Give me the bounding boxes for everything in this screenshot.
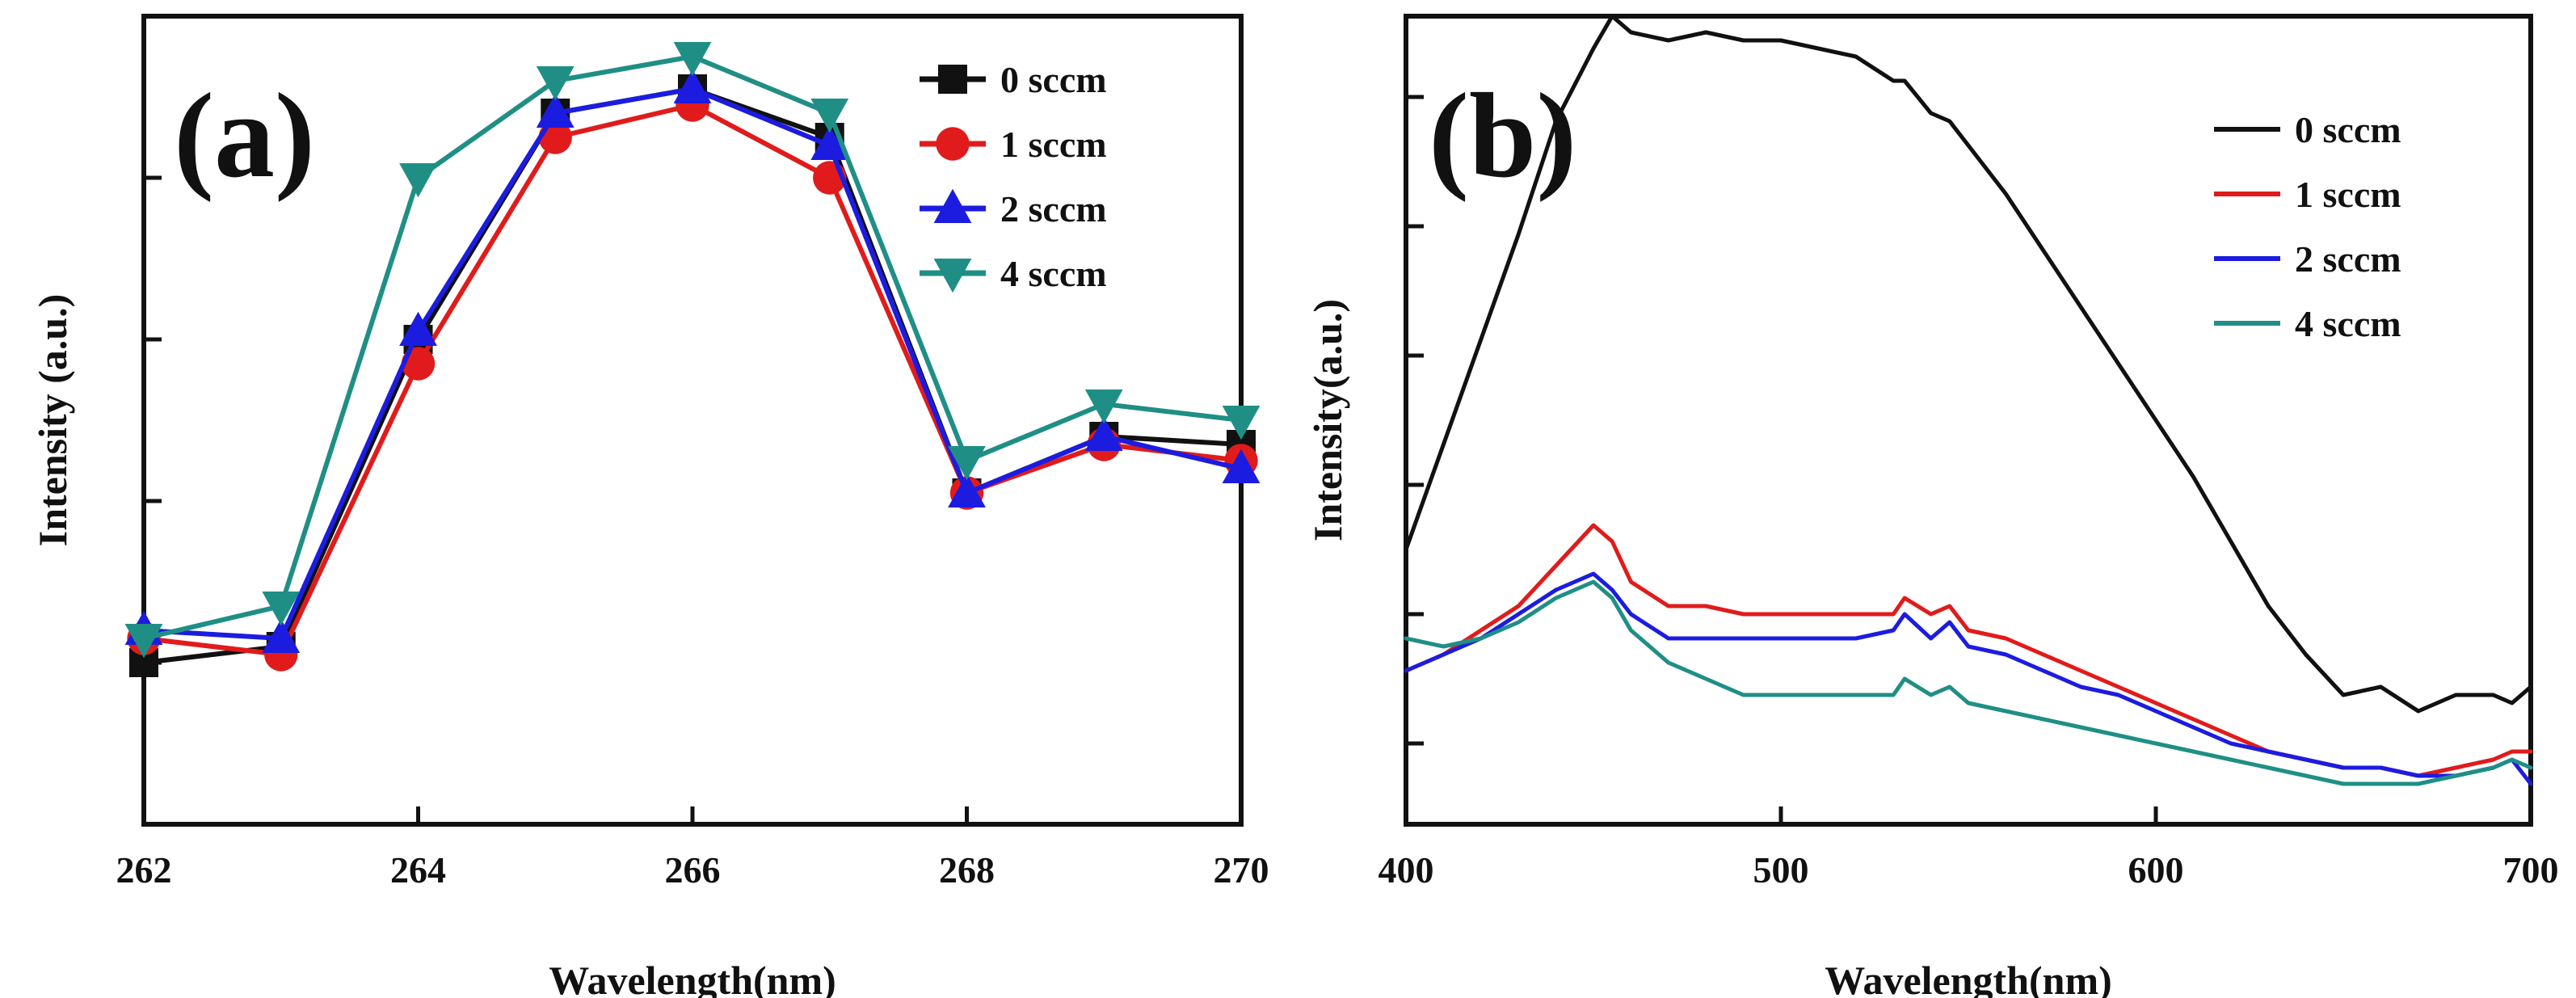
panel-b-series-line-0-sccm bbox=[1404, 14, 2533, 714]
panel-a-legend-label-0-sccm: 0 sccm bbox=[1000, 59, 1107, 100]
panel-b-y-ticks bbox=[1406, 95, 1424, 746]
panel-a-point-2-sccm-263 bbox=[262, 618, 301, 653]
panel-a-point-2-sccm-268 bbox=[948, 473, 986, 507]
panel-a-point-4-sccm-264 bbox=[399, 163, 437, 198]
panel-a-point-4-sccm-265 bbox=[536, 66, 575, 101]
panel-b-series-line-1-sccm bbox=[1404, 523, 2533, 778]
panel-a-point-2-sccm-269 bbox=[1084, 416, 1123, 451]
panel-a-point-4-sccm-262 bbox=[124, 624, 163, 659]
panel-a-point-4-sccm-266 bbox=[673, 42, 712, 77]
panel-a-point-4-sccm-269 bbox=[1084, 390, 1123, 424]
panel-b-series bbox=[1404, 14, 2533, 786]
panel-a-x-tick-label-3: 268 bbox=[939, 849, 995, 891]
panel-a-point-4-sccm-263 bbox=[262, 592, 301, 626]
panel-a-point-2-sccm-267 bbox=[810, 125, 849, 160]
panel-a-series bbox=[124, 42, 1261, 677]
panel-a-legend: 0 sccm 1 sccm 2 sccm 4 sccm bbox=[920, 59, 1107, 294]
panel-b-x-tick-label-1: 500 bbox=[1753, 849, 1809, 891]
panel-b-x-axis-title: Wavelength(nm) bbox=[1825, 958, 2112, 998]
panel-a-legend-label-1-sccm: 1 sccm bbox=[1000, 124, 1107, 165]
panel-a-legend-marker-1-sccm bbox=[936, 127, 970, 161]
panel-b-x-tick-label-3: 700 bbox=[2503, 849, 2559, 891]
panel-a-y-ticks bbox=[144, 175, 162, 665]
panel-b-label: (b) bbox=[1429, 69, 1576, 203]
panel-a-point-2-sccm-266 bbox=[673, 69, 712, 103]
panel-a-x-axis-title: Wavelength(nm) bbox=[549, 958, 836, 998]
panel-a-x-tick-label-0: 262 bbox=[116, 849, 172, 891]
panel-a-point-2-sccm-270 bbox=[1222, 448, 1261, 483]
panel-a-point-4-sccm-267 bbox=[810, 99, 849, 133]
panel-a-point-4-sccm-268 bbox=[948, 446, 986, 481]
panel-a-label: (a) bbox=[174, 69, 315, 203]
panel-b-legend-label-2-sccm: 2 sccm bbox=[2295, 238, 2401, 280]
panel-b-legend-label-0-sccm: 0 sccm bbox=[2295, 109, 2401, 150]
panel-b-legend: 0 sccm 1 sccm 2 sccm 4 sccm bbox=[2214, 109, 2401, 344]
panel-a-legend-marker-2-sccm bbox=[933, 188, 972, 223]
panel-b-x-tick-label-0: 400 bbox=[1378, 849, 1434, 891]
panel-b-series-line-4-sccm bbox=[1404, 579, 2533, 786]
panel-a-point-2-sccm-264 bbox=[399, 311, 437, 346]
panel-b-plot-frame bbox=[1404, 14, 2533, 827]
panel-b-x-tick-label-2: 600 bbox=[2128, 849, 2184, 891]
panel-b: 400 500 600 700 (b) Wavelength(nm) Intensit… bbox=[1305, 14, 2559, 998]
panel-a-legend-label-4-sccm: 4 sccm bbox=[1000, 253, 1107, 294]
panel-a-y-axis-title: Intensity (a.u.) bbox=[30, 294, 75, 547]
panel-a-legend-marker-4-sccm bbox=[933, 259, 972, 293]
panel-a-x-tick-label-4: 270 bbox=[1214, 849, 1269, 891]
panel-a-legend-label-2-sccm: 2 sccm bbox=[1000, 188, 1107, 229]
panel-b-x-ticks: 400 500 600 700 bbox=[1378, 806, 2559, 891]
panel-b-series-line-2-sccm bbox=[1404, 571, 2533, 786]
panel-a-point-4-sccm-270 bbox=[1222, 406, 1261, 440]
panel-a-point-2-sccm-265 bbox=[536, 93, 575, 128]
panel-b-y-axis-title: Intensity(a.u.) bbox=[1305, 299, 1350, 541]
panel-a-x-tick-label-1: 264 bbox=[390, 849, 446, 891]
panel-b-legend-label-4-sccm: 4 sccm bbox=[2295, 303, 2401, 344]
panel-a-legend-marker-0-sccm bbox=[938, 65, 967, 94]
panel-a: 262 264 266 268 270 (a) Wavelength(nm) Inten… bbox=[30, 14, 1269, 998]
panel-b-legend-label-1-sccm: 1 sccm bbox=[2295, 174, 2401, 215]
panel-a-x-ticks: 262 264 266 268 270 bbox=[116, 806, 1269, 891]
panel-a-x-tick-label-2: 266 bbox=[665, 849, 721, 891]
